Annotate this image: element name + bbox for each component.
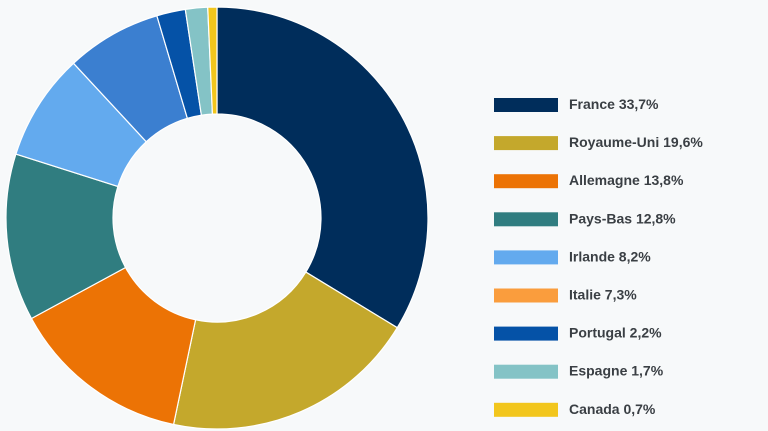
legend-label: Portugal 2,2% [569, 324, 662, 340]
legend-label: Allemagne 13,8% [569, 172, 684, 188]
legend-label: Espagne 1,7% [569, 362, 664, 378]
legend-swatch [494, 250, 558, 265]
legend-value: 7,3% [605, 286, 637, 302]
legend-label: Canada 0,7% [569, 401, 656, 417]
slice [172, 271, 399, 430]
legend-name: Portugal [569, 324, 626, 340]
legend-name: Irlande [569, 248, 615, 264]
legend-value: 8,2% [619, 248, 651, 264]
legend-name: Espagne [569, 362, 628, 378]
legend-swatch [494, 212, 558, 227]
legend-value: 2,2% [630, 324, 662, 340]
legend-swatch [494, 288, 558, 303]
legend-name: Allemagne [569, 172, 640, 188]
legend-value: 0,7% [623, 401, 655, 417]
legend-label: Pays-Bas 12,8% [569, 210, 676, 226]
legend-name: Pays-Bas [569, 210, 632, 226]
slice [5, 153, 127, 320]
legend-name: Royaume-Uni [569, 134, 659, 150]
legend-label: Royaume-Uni 19,6% [569, 134, 703, 150]
legend-value: 33,7% [619, 96, 659, 112]
legend-name: Italie [569, 286, 601, 302]
legend-name: Canada [569, 401, 620, 417]
legend-value: 19,6% [663, 134, 703, 150]
legend-name: France [569, 96, 615, 112]
legend-label: Italie 7,3% [569, 286, 637, 302]
legend-swatch [494, 98, 558, 112]
legend-label: Irlande 8,2% [569, 248, 651, 264]
legend-swatch [494, 136, 558, 151]
legend-value: 1,7% [631, 362, 663, 378]
legend-swatch [494, 364, 558, 379]
legend-swatch [494, 174, 558, 189]
legend-swatch [494, 326, 558, 341]
slice [207, 6, 218, 115]
legend-value: 13,8% [644, 172, 684, 188]
legend-value: 12,8% [636, 210, 676, 226]
legend-swatch [494, 402, 558, 417]
slice [216, 6, 429, 329]
slice [30, 266, 197, 426]
legend-label: France 33,7% [569, 96, 659, 112]
